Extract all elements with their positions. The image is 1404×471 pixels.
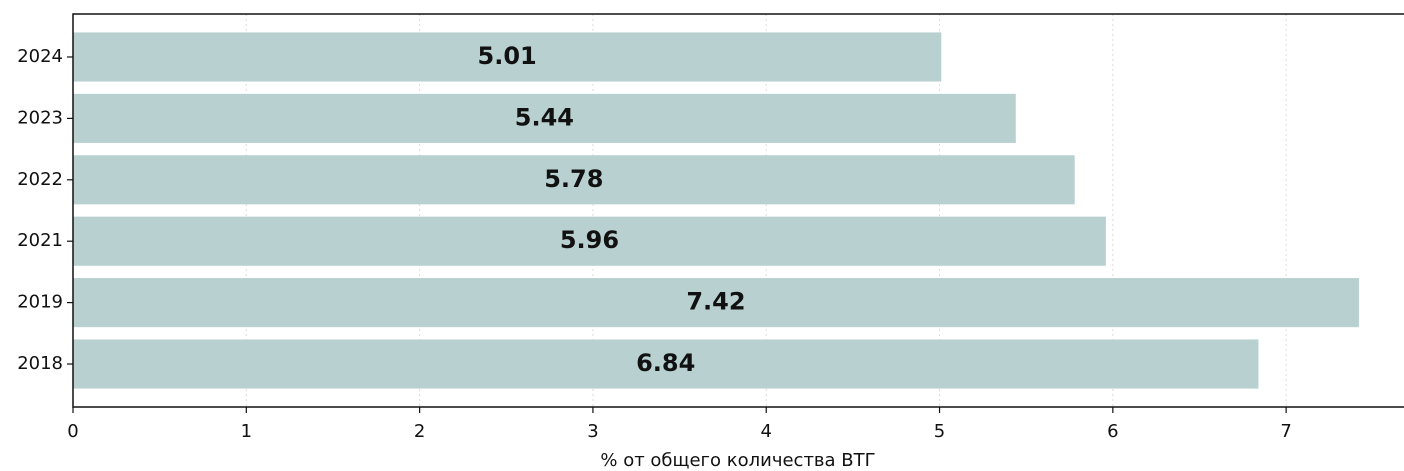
y-tick-label: 2018 xyxy=(17,353,63,374)
x-tick-label: 3 xyxy=(587,421,598,442)
value-label: 7.42 xyxy=(686,288,745,316)
value-label: 5.01 xyxy=(478,42,537,70)
x-tick-label: 2 xyxy=(414,421,425,442)
bar xyxy=(73,216,1106,266)
x-axis-label: % от общего количества ВТГ xyxy=(600,450,875,471)
y-tick-label: 2019 xyxy=(17,292,63,313)
y-tick-label: 2022 xyxy=(17,169,63,190)
bar xyxy=(73,339,1259,389)
y-tick-label: 2021 xyxy=(17,230,63,251)
value-label: 5.44 xyxy=(515,103,574,131)
x-tick-label: 1 xyxy=(241,421,252,442)
bar xyxy=(73,278,1359,328)
x-tick-label: 5 xyxy=(934,421,945,442)
bar xyxy=(73,93,1016,143)
y-tick-label: 2024 xyxy=(17,46,63,67)
x-tick-label: 7 xyxy=(1280,421,1291,442)
x-tick-label: 0 xyxy=(67,421,78,442)
bar xyxy=(73,155,1075,205)
value-label: 5.96 xyxy=(560,226,619,254)
value-label: 6.84 xyxy=(636,349,695,377)
x-tick-label: 4 xyxy=(761,421,772,442)
y-tick-label: 2023 xyxy=(17,107,63,128)
bar xyxy=(73,32,942,82)
x-tick-label: 6 xyxy=(1107,421,1118,442)
axis-frame xyxy=(72,13,1404,408)
value-label: 5.78 xyxy=(544,165,603,193)
